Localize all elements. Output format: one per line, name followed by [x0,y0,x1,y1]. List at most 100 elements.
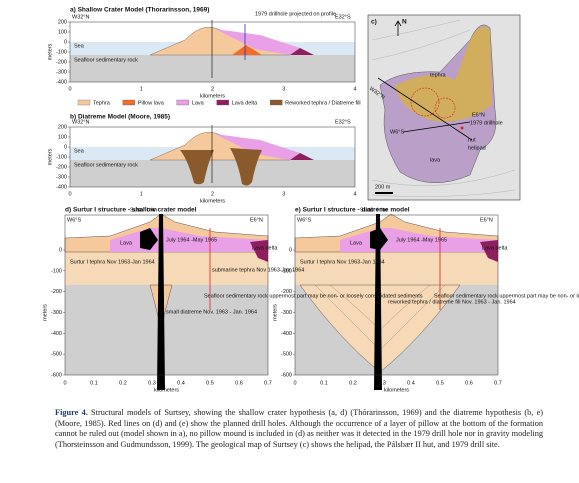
y-tick-label: -200 [281,289,292,295]
label: Lava [120,240,133,246]
x-tick-label: 0.2 [349,380,357,386]
label: W6°S [67,217,81,223]
y-tick-label: 0 [289,247,292,253]
x-tick-label: 0.6 [465,380,473,386]
label: Lava [350,240,363,246]
label: e) Surtur I structure - diatreme model [295,207,410,214]
label: 1979 drillhole projected on profile [255,11,336,17]
y-tick-label: -600 [281,372,292,378]
legend-swatch [269,99,283,106]
x-tick-label: 0.7 [264,380,272,386]
label: Sea [74,43,85,49]
label: b) Diatreme Model (Moore, 1985) [70,114,170,121]
panel-c-map [367,14,521,201]
x-tick-label: 0.4 [407,380,415,386]
legend-swatch [122,99,135,106]
label: Sea [74,148,85,154]
x-tick-label: 0 [68,191,71,197]
panel-a [69,20,356,83]
y-axis-label: meters [47,43,53,60]
label: E6°N [472,112,485,118]
panel-e [294,213,499,390]
x-tick-label: 3 [282,86,285,92]
y-axis-label: meters [47,148,53,165]
x-tick-label: 0.1 [320,380,328,386]
label: July 1964 -May 1965 [396,237,447,243]
x-tick-label: 0.7 [494,380,502,386]
y-tick-label: 0 [64,144,67,150]
label: Surtur I rim [130,207,158,213]
y-axis-label: meters [272,304,278,321]
x-tick-label: 0.3 [378,380,386,386]
label: W32°N [72,119,90,125]
y-tick-label: -300 [56,69,67,75]
y-tick-label: 200 [58,19,67,25]
label: 200 m [375,184,391,190]
label: E6°N [480,217,493,223]
x-axis-label: kilometers [200,198,225,204]
label: W32°N [72,14,90,20]
legend-label: Pillow lava [138,100,165,106]
y-tick-label: -600 [51,372,62,378]
x-axis-label: kilometers [154,387,179,393]
legend-swatch [176,99,189,106]
x-tick-label: 2 [211,86,214,92]
y-tick-label: -300 [56,174,67,180]
legend-label: Reworked tephra / Diatreme fill [285,100,361,106]
caption: Figure 4. Structural models of Surtsey, … [55,408,543,450]
y-tick-label: -400 [281,331,292,337]
label: Seafloor sedimentary rock uppermost part… [204,293,423,299]
label: Lava delta [482,245,508,251]
x-tick-label: 0 [68,86,71,92]
y-tick-label: 200 [58,124,67,130]
label: E32°S [335,14,351,20]
caption-label: Figure 4. [55,408,88,417]
label: tephra [430,72,447,78]
label: W6°S [297,217,311,223]
x-axis-label: kilometers [384,387,409,393]
label: July 1964 -May 1965 [166,237,217,243]
x-tick-label: 0.2 [119,380,127,386]
label: N [402,19,407,26]
label: Seafloor sedimentary rock [74,57,138,63]
y-tick-label: 0 [64,39,67,45]
y-tick-label: -200 [51,289,62,295]
x-tick-label: 0.4 [177,380,185,386]
y-tick-label: -300 [281,310,292,316]
y-tick-label: 100 [58,134,67,140]
x-tick-label: 0 [63,380,66,386]
y-tick-label: -200 [56,164,67,170]
label: lava [430,157,441,163]
y-tick-label: -300 [51,310,62,316]
panel-b [69,125,356,188]
y-tick-label: -100 [56,154,67,160]
y-tick-label: 0 [59,247,62,253]
legend-swatch [77,99,91,106]
label: Seafloor sedimentary rock uppermost part… [434,293,579,299]
x-tick-label: 0.5 [436,380,444,386]
label: 1979 drillhole [470,120,503,126]
y-tick-label: -100 [56,49,67,55]
x-tick-label: 0 [293,380,296,386]
y-tick-label: -400 [56,184,67,190]
y-tick-label: -200 [56,59,67,65]
x-tick-label: 2 [211,191,214,197]
legend-label: Lava [192,100,205,106]
panel-d [64,213,269,390]
label: c) [371,19,377,26]
label: Surtur I rim [360,207,388,213]
label: Seafloor sedimentary rock [74,162,138,168]
y-tick-label: 100 [58,29,67,35]
legend-label: Tephra [93,100,111,106]
y-tick-label: -400 [56,79,67,85]
legend-swatch [216,99,229,106]
caption-text: Structural models of Surtsey, showing th… [55,408,544,449]
x-tick-label: 0.6 [235,380,243,386]
label: Surtur I tephra Nov 1963-Jan 1964 [300,259,385,265]
label: E32°S [335,119,351,125]
x-axis-label: kilometers [200,93,225,99]
label: E6°N [250,217,263,223]
label: reworked tephra / diatreme fill Nov. 196… [388,299,516,305]
x-tick-label: 0.5 [206,380,214,386]
